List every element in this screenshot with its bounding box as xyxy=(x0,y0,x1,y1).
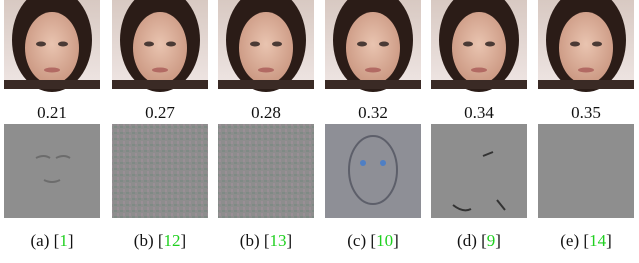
map-bg xyxy=(4,124,100,218)
map-bg xyxy=(112,124,208,218)
column: 0.35 (e) [14] xyxy=(538,0,634,250)
face xyxy=(452,12,506,84)
caption: (c) [10] xyxy=(347,231,398,250)
citation: 1 xyxy=(59,231,68,250)
map-eye xyxy=(380,160,386,166)
caption-label: (b) xyxy=(134,231,154,250)
face xyxy=(25,12,79,84)
mouth xyxy=(258,68,274,73)
eye xyxy=(250,42,260,47)
shoulder xyxy=(218,80,314,89)
mouth xyxy=(471,68,487,73)
column: 0.21 (a) [1] xyxy=(4,0,100,250)
map-eye xyxy=(360,160,366,166)
caption-label: (b) xyxy=(240,231,260,250)
figure: 0.21 (a) [1] 0.27 (b) [12] 0.28 (b) [13] 0.32 (… xyxy=(0,0,639,258)
eye xyxy=(58,42,68,47)
caption: (a) [1] xyxy=(31,231,74,250)
citation: 10 xyxy=(376,231,393,250)
citation: 9 xyxy=(487,231,496,250)
map-bg xyxy=(431,124,527,218)
bracket: ] xyxy=(287,231,293,250)
score: 0.28 xyxy=(251,103,281,122)
shoulder xyxy=(538,80,634,89)
bracket: ] xyxy=(393,231,399,250)
caption: (b) [12] xyxy=(134,231,186,250)
score: 0.35 xyxy=(571,103,601,122)
face xyxy=(239,12,293,84)
eye xyxy=(485,42,495,47)
eye xyxy=(144,42,154,47)
shoulder xyxy=(112,80,208,89)
caption-label: (a) xyxy=(31,231,50,250)
face-image xyxy=(325,0,421,92)
face-image xyxy=(538,0,634,92)
eye xyxy=(463,42,473,47)
eye xyxy=(592,42,602,47)
face xyxy=(346,12,400,84)
column: 0.34 (d) [9] xyxy=(431,0,527,250)
face-image xyxy=(431,0,527,92)
perturbation-image xyxy=(4,124,100,218)
eye xyxy=(357,42,367,47)
bracket: ] xyxy=(606,231,612,250)
perturbation-image xyxy=(325,124,421,218)
shoulder xyxy=(4,80,100,89)
score: 0.21 xyxy=(37,103,67,122)
column: 0.32 (c) [10] xyxy=(325,0,421,250)
caption: (e) [14] xyxy=(560,231,611,250)
perturbation-image xyxy=(112,124,208,218)
score: 0.27 xyxy=(145,103,175,122)
score: 0.32 xyxy=(358,103,388,122)
face-image xyxy=(4,0,100,92)
eye xyxy=(272,42,282,47)
face-image xyxy=(218,0,314,92)
caption-label: (e) xyxy=(560,231,579,250)
perturbation-image xyxy=(431,124,527,218)
caption-label: (c) xyxy=(347,231,366,250)
eye xyxy=(166,42,176,47)
citation: 13 xyxy=(270,231,287,250)
caption: (b) [13] xyxy=(240,231,292,250)
shoulder xyxy=(431,80,527,89)
mouth xyxy=(578,68,594,73)
eye xyxy=(36,42,46,47)
mouth xyxy=(365,68,381,73)
column: 0.27 (b) [12] xyxy=(112,0,208,250)
face-image xyxy=(112,0,208,92)
perturbation-image xyxy=(538,124,634,218)
caption-label: (d) xyxy=(457,231,477,250)
map-bg xyxy=(218,124,314,218)
bracket: ] xyxy=(495,231,501,250)
face xyxy=(559,12,613,84)
score: 0.34 xyxy=(464,103,494,122)
eye xyxy=(379,42,389,47)
bracket: ] xyxy=(68,231,74,250)
citation: 14 xyxy=(589,231,607,250)
map-bg xyxy=(538,124,634,218)
shoulder xyxy=(325,80,421,89)
bracket: ] xyxy=(181,231,187,250)
mouth xyxy=(44,68,60,73)
mouth xyxy=(152,68,168,73)
caption: (d) [9] xyxy=(457,231,501,250)
perturbation-image xyxy=(218,124,314,218)
citation: 12 xyxy=(164,231,181,250)
column: 0.28 (b) [13] xyxy=(218,0,314,250)
face xyxy=(133,12,187,84)
eye xyxy=(570,42,580,47)
